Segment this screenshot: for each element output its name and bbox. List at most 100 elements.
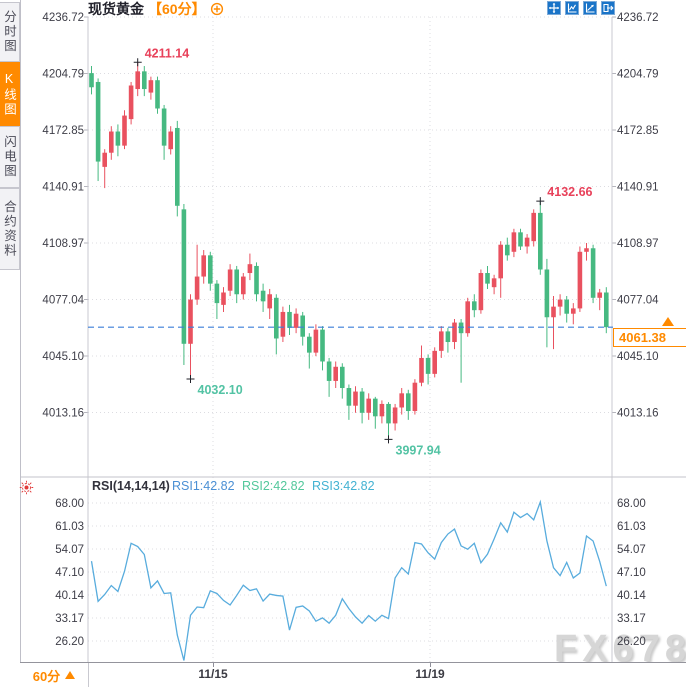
candle-body	[155, 80, 160, 109]
candle-body	[551, 306, 556, 318]
sidebar-tab-timeline[interactable]: 分时图	[0, 2, 20, 62]
rsi-axis-label-right: 26.20	[617, 636, 646, 648]
candle-body	[597, 292, 602, 298]
y-axis-label-left: 4204.79	[42, 68, 84, 80]
candle-body	[518, 232, 523, 247]
candle-body	[241, 276, 246, 295]
candle-body	[293, 313, 299, 328]
candle-body	[307, 336, 312, 353]
price-annotation: 3997.94	[396, 443, 441, 457]
candle-body	[472, 301, 477, 311]
y-axis-label-left: 4013.16	[42, 408, 84, 420]
candle-body	[128, 85, 134, 120]
rsi-axis-label-right: 61.03	[617, 521, 646, 533]
candle-body	[148, 80, 154, 93]
candle-body	[353, 391, 358, 406]
x-axis-date-label: 11/19	[415, 667, 445, 681]
detach-window-icon[interactable]	[601, 1, 615, 15]
candle-body	[511, 232, 517, 252]
candle-body	[412, 382, 418, 412]
rsi-axis-label-left: 40.14	[55, 590, 84, 602]
chart-settings-icon[interactable]	[210, 2, 224, 16]
trend-chart-icon[interactable]	[583, 1, 597, 15]
candle-body	[505, 244, 510, 256]
x-axis-tick	[430, 663, 431, 667]
candle-body	[604, 292, 609, 328]
candle-body	[274, 297, 279, 339]
candle-body	[287, 311, 292, 328]
candle-body	[234, 269, 239, 295]
y-axis-label-left: 4236.72	[42, 12, 84, 24]
crosshair-icon[interactable]	[547, 1, 561, 15]
y-axis-label-right: 4204.79	[617, 68, 659, 80]
candle-body	[122, 115, 127, 146]
candle-body	[161, 108, 167, 146]
rsi1-value: RSI1:42.82	[172, 479, 235, 493]
sidebar-tab-lightning[interactable]: 闪电图	[0, 126, 20, 188]
candle-body	[425, 357, 431, 374]
y-axis-label-right: 4140.91	[617, 181, 659, 193]
y-axis-label-right: 4077.04	[617, 294, 659, 306]
candle-body	[571, 308, 576, 314]
candle-body	[115, 131, 121, 146]
period-dropdown-icon	[65, 671, 76, 679]
rsi-axis-label-right: 33.17	[617, 613, 646, 625]
candle-body	[379, 403, 385, 417]
candle-body	[254, 265, 259, 295]
y-axis-label-left: 4045.10	[42, 351, 84, 363]
candle-body	[181, 209, 187, 344]
candle-body	[419, 357, 424, 383]
candle-body	[544, 269, 550, 318]
rsi-axis-label-right: 68.00	[617, 498, 646, 510]
candle-body	[538, 212, 543, 270]
sidebar-tab-candlestick[interactable]: K线图	[0, 62, 20, 126]
y-axis-label-right: 4108.97	[617, 238, 659, 250]
candle-body	[445, 331, 451, 343]
axes-chart-icon[interactable]	[565, 1, 579, 15]
x-axis-date-label: 11/15	[198, 667, 228, 681]
rsi-axis-label-left: 26.20	[55, 636, 84, 648]
period-selector[interactable]: 60分	[20, 663, 89, 687]
y-axis-label-right: 4172.85	[617, 125, 659, 137]
candle-body	[478, 273, 484, 311]
candle-body	[194, 276, 200, 300]
candle-body	[214, 283, 220, 304]
price-marker-cross	[186, 374, 195, 383]
candle-body	[465, 301, 470, 334]
chart-type-sidebar: 分时图 K线图 闪电图 合约资料	[0, 0, 21, 686]
rsi-axis-label-left: 68.00	[55, 498, 84, 510]
candle-body	[359, 391, 365, 413]
y-axis-label-left: 4108.97	[42, 238, 84, 250]
candle-body	[584, 248, 589, 252]
candle-body	[333, 366, 338, 381]
candle-body	[432, 350, 437, 374]
candle-body	[300, 315, 305, 337]
candle-body	[168, 131, 173, 150]
sidebar-tab-contract-info[interactable]: 合约资料	[0, 188, 20, 270]
current-price-badge: 4061.38	[613, 328, 686, 348]
candle-body	[280, 311, 286, 337]
candle-body	[439, 331, 444, 351]
candle-body	[221, 292, 226, 305]
candle-body	[577, 251, 583, 309]
candle-body	[399, 393, 404, 408]
candle-body	[590, 248, 596, 298]
rsi-axis-label-left: 61.03	[55, 521, 84, 533]
chart-toolbar	[547, 1, 615, 15]
rsi-settings-icon[interactable]	[19, 480, 34, 495]
candle-body	[491, 278, 497, 288]
candle-body	[208, 255, 213, 284]
candle-body	[386, 403, 391, 424]
rsi-label: RSI(14,14,14)	[92, 479, 170, 493]
candle-body	[175, 127, 180, 206]
candle-body	[392, 407, 398, 424]
rsi-axis-label-right: 54.07	[617, 544, 646, 556]
candle-body	[564, 299, 569, 314]
rsi-axis-label-left: 54.07	[55, 544, 84, 556]
candle-body	[498, 244, 503, 279]
rsi-axis-label-right: 40.14	[617, 590, 646, 602]
candle-body	[89, 73, 94, 88]
candle-body	[320, 329, 325, 362]
